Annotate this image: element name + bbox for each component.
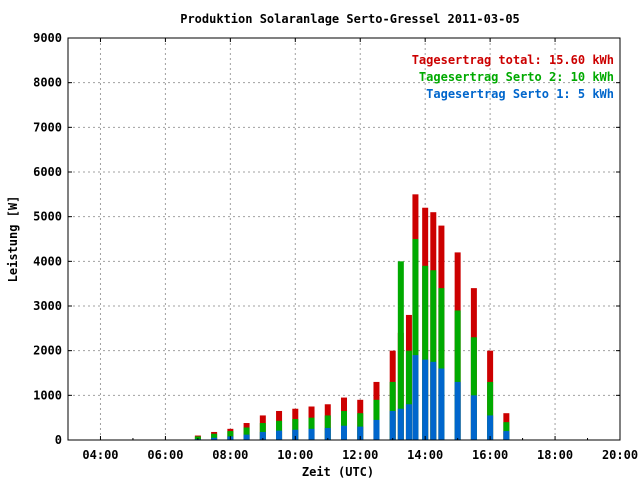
x-axis-ticks: 04:00 06:00 08:00 10:00 12:00 14:00 16:00 18:00… [67, 38, 638, 462]
bars [194, 194, 510, 440]
bar-3 [422, 359, 429, 440]
x-tick-label: 04:00 [82, 448, 118, 462]
bar-2 [276, 420, 283, 440]
y-axis-label: Leistung [W] [6, 196, 20, 283]
legend-entry: Tagesertrag Serto 1: 5 kWh [426, 87, 614, 101]
y-tick-label: 1000 [33, 388, 62, 402]
y-tick-label: 7000 [33, 120, 62, 134]
legend-entry: Tagesertrag total: 15.60 kWh [412, 53, 614, 67]
bar-2 [422, 265, 429, 440]
bar-2 [341, 410, 347, 440]
y-tick-label: 2000 [33, 344, 62, 358]
bar-3 [357, 426, 364, 440]
y-tick-label: 0 [55, 433, 62, 447]
y-tick-label: 5000 [33, 210, 62, 224]
bar-2 [308, 417, 315, 440]
bar-3 [487, 415, 494, 440]
y-tick-label: 8000 [33, 76, 62, 90]
bar-2 [292, 419, 299, 440]
bar-3 [430, 361, 437, 440]
x-tick-label: 16:00 [472, 448, 508, 462]
bar-3 [324, 427, 331, 440]
legend-entry: Tagesertrag Serto 2: 10 kWh [419, 70, 614, 84]
plot-frame [67, 37, 621, 441]
bar-3 [243, 434, 250, 440]
bar-2 [412, 239, 419, 440]
y-tick-label: 9000 [33, 31, 62, 45]
bar-2 [430, 270, 437, 440]
y-axis-ticks: 0 1000 2000 3000 4000 5000 6000 7000 8000 9000 [33, 31, 620, 447]
x-tick-label: 06:00 [147, 448, 183, 462]
bar-2 [487, 381, 494, 440]
bar-3 [259, 431, 266, 440]
y-tick-label: 4000 [33, 254, 62, 268]
bar-3 [373, 419, 380, 440]
bar-3 [503, 431, 510, 440]
bar-3 [470, 395, 477, 440]
bar-2 [211, 433, 218, 440]
x-tick-label: 10:00 [277, 448, 313, 462]
x-tick-label: 08:00 [212, 448, 248, 462]
bar-3 [292, 429, 299, 440]
bar-3 [438, 368, 445, 440]
chart-title: Produktion Solaranlage Serto-Gressel 201… [180, 12, 520, 26]
x-axis-label: Zeit (UTC) [302, 465, 374, 479]
bar-3 [397, 408, 404, 440]
x-tick-label: 18:00 [537, 448, 573, 462]
bar-2 [470, 337, 477, 440]
bar-3 [308, 428, 315, 440]
bar-3 [405, 404, 412, 440]
x-tick-label: 12:00 [342, 448, 378, 462]
bar-2 [405, 350, 412, 440]
bar-2 [438, 288, 445, 440]
bar-3 [389, 410, 396, 440]
bar-3 [276, 430, 283, 440]
bar-3 [341, 425, 347, 440]
bar-2 [227, 431, 234, 440]
x-tick-label: 20:00 [602, 448, 638, 462]
bar-2 [454, 310, 461, 440]
bar-2 [503, 422, 510, 440]
bar-3 [412, 355, 419, 440]
bar-3 [211, 437, 218, 440]
x-tick-label: 14:00 [407, 448, 443, 462]
bar-2 [243, 427, 250, 440]
y-tick-label: 3000 [33, 299, 62, 313]
bar-3 [454, 381, 461, 440]
bar-2 [324, 415, 331, 440]
y-tick-label: 6000 [33, 165, 62, 179]
legend: Tagesertrag total: 15.60 kWh Tagesertrag … [412, 53, 614, 101]
bar-2 [259, 423, 266, 440]
bar-2 [397, 261, 404, 440]
